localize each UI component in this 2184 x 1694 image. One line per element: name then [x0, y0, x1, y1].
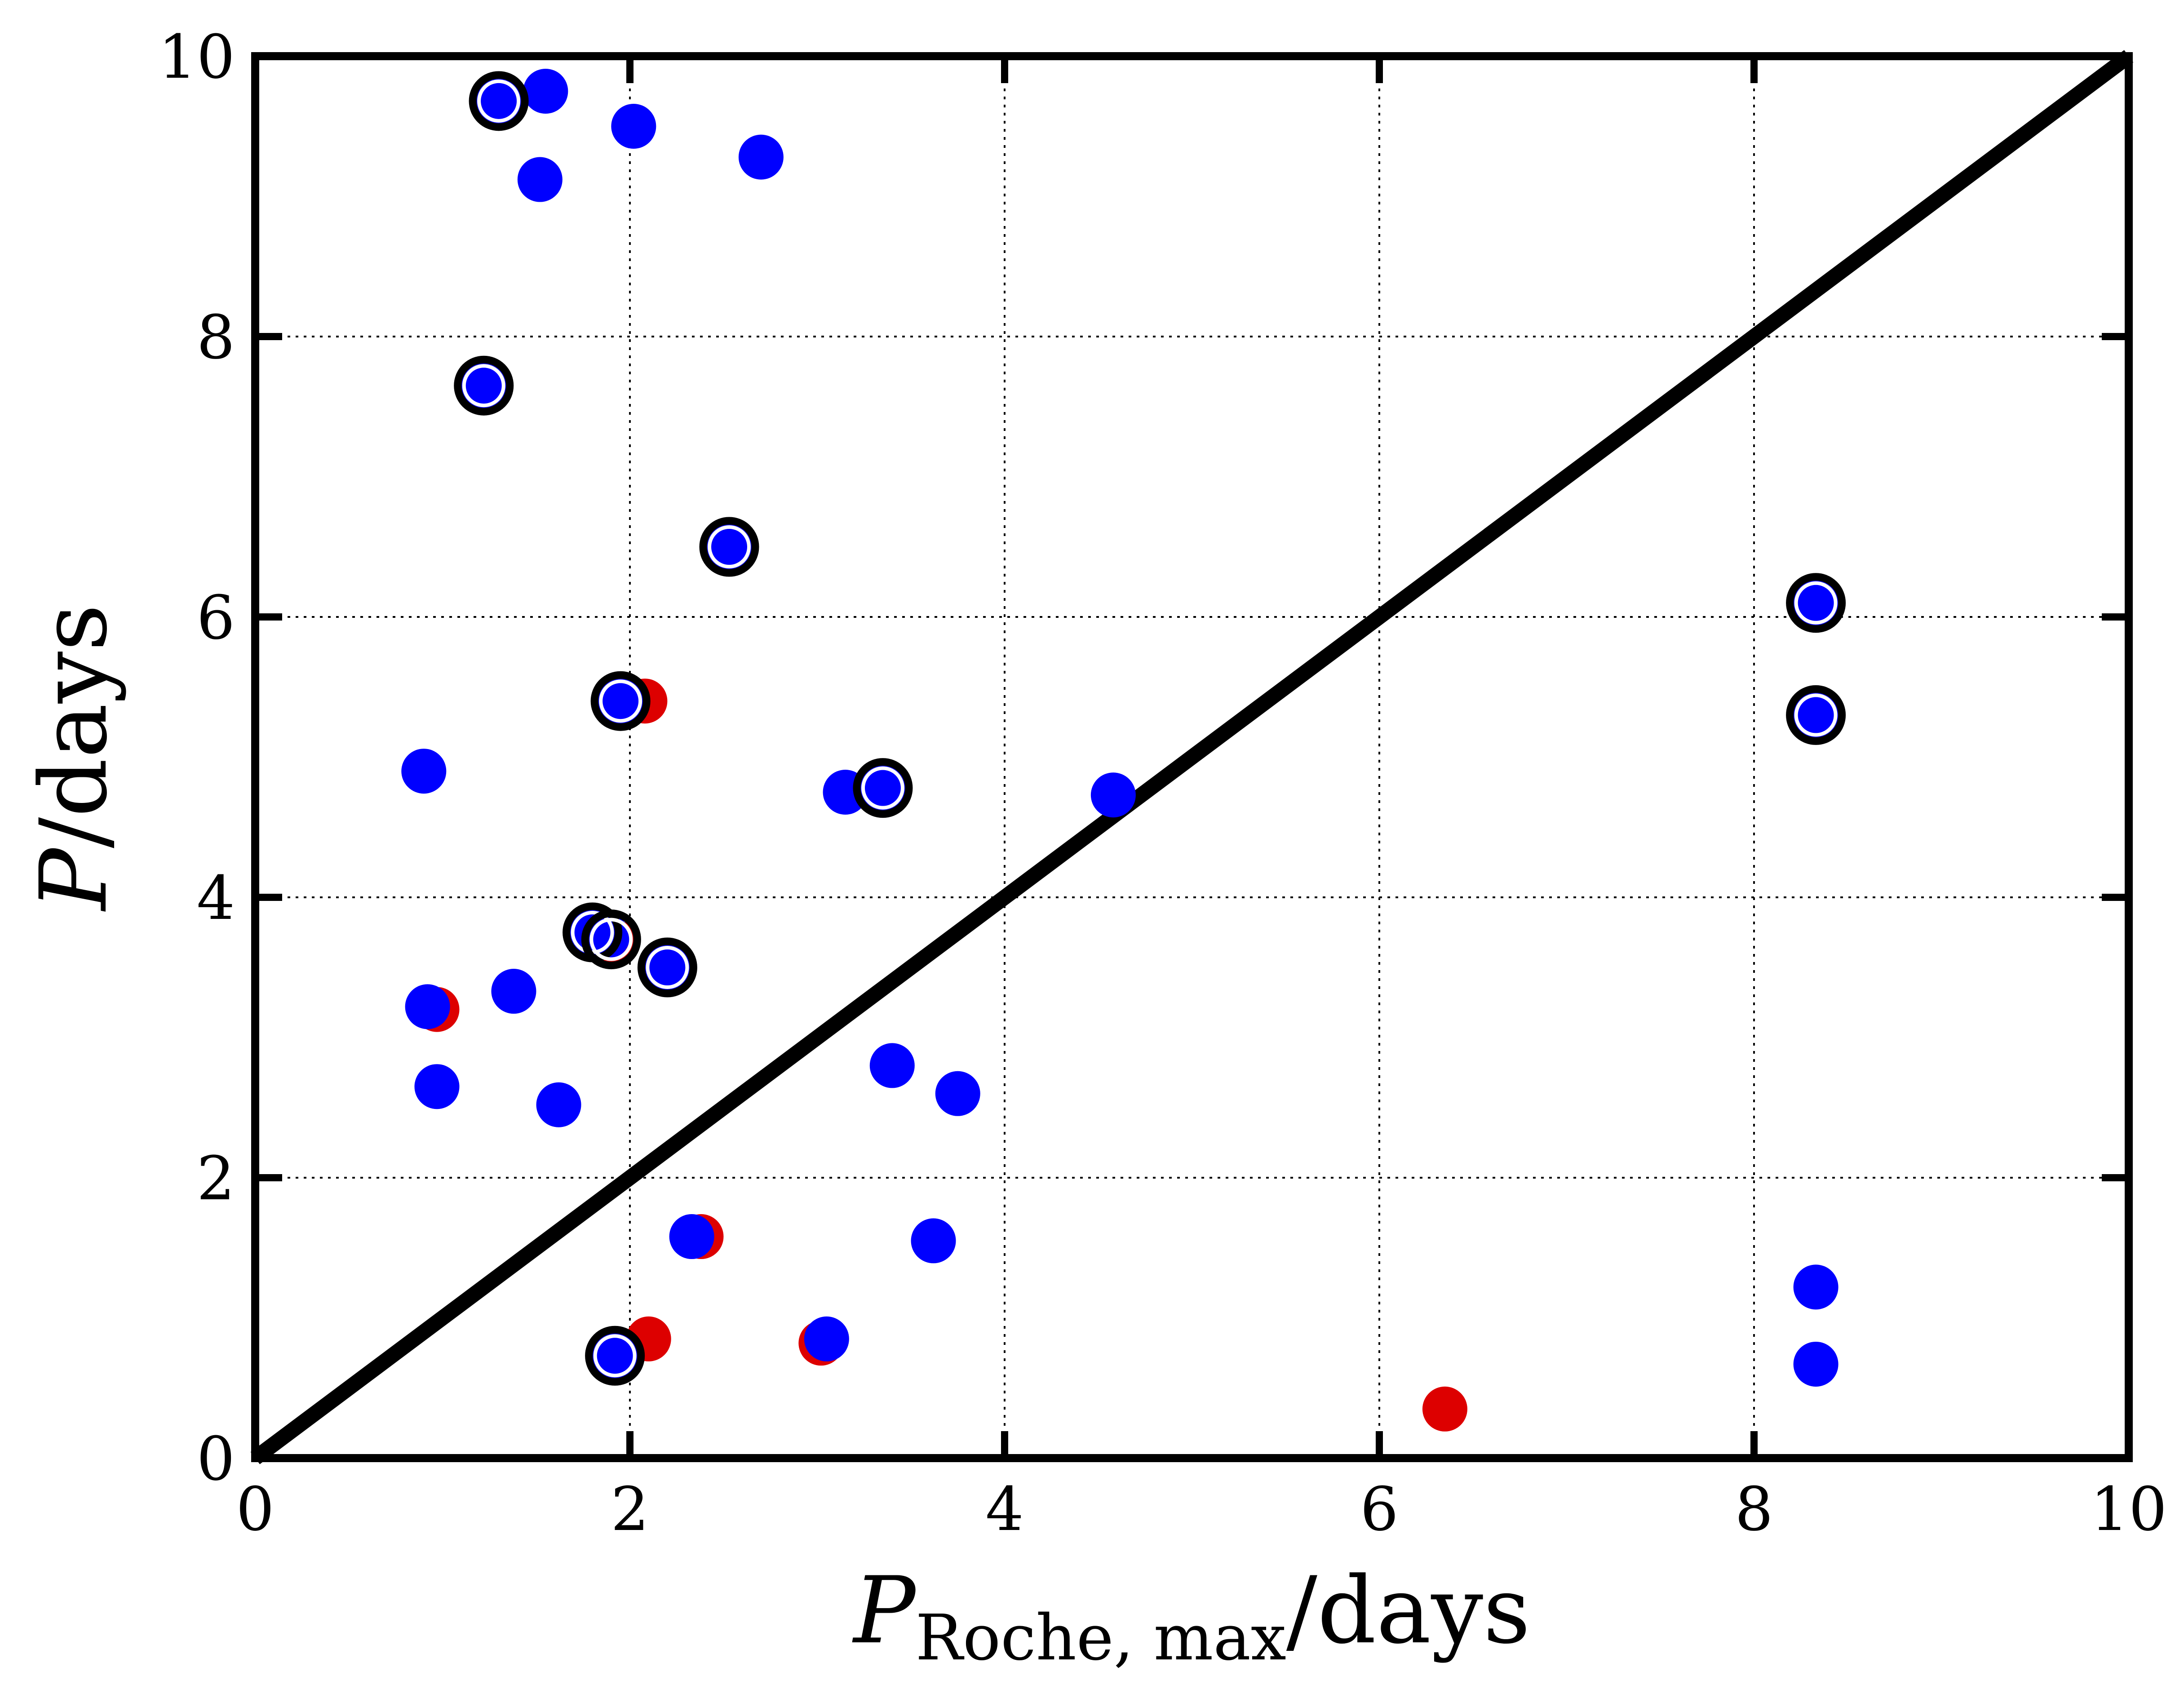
ring-marker	[454, 355, 514, 416]
ring-marker-inner	[1794, 693, 1838, 737]
data-point	[935, 1071, 980, 1116]
x-tick-label: 6	[1360, 1474, 1398, 1544]
data-point	[1793, 692, 1838, 738]
x-tick-label: 0	[236, 1474, 274, 1544]
reference-line-y-equals-x	[250, 50, 2134, 1464]
x-tick-label: 10	[2091, 1474, 2167, 1544]
data-point	[645, 945, 690, 990]
data-point	[911, 1218, 956, 1264]
ring-marker	[853, 758, 913, 818]
data-point	[414, 1064, 460, 1109]
data-point	[1422, 1386, 1467, 1432]
data-point	[1793, 580, 1838, 625]
y-tick-label: 10	[158, 22, 235, 92]
ring-marker	[469, 71, 529, 131]
plot-frame	[251, 52, 2133, 1462]
y-tick-label: 8	[197, 302, 235, 373]
x-tick-labels: 0 2 4 6 8 10	[236, 1474, 2167, 1544]
ring-marker-inner	[1794, 581, 1838, 625]
data-point	[476, 78, 522, 124]
data-point	[523, 69, 568, 114]
data-point	[738, 134, 784, 180]
y-tick-labels: 0 2 4 6 8 10	[158, 22, 235, 1494]
ring-marker	[699, 517, 759, 577]
data-point	[461, 363, 506, 408]
ring-marker	[637, 937, 697, 998]
data-point	[598, 678, 643, 724]
data-point	[1793, 1264, 1838, 1310]
ring-marker	[1786, 685, 1846, 745]
y-axis-title: P/days	[21, 604, 128, 912]
ring-marker	[581, 909, 641, 970]
data-point	[611, 104, 656, 149]
ring-marker	[590, 671, 651, 731]
data-point	[401, 749, 447, 794]
data-point	[405, 984, 450, 1029]
ring-marker-inner	[477, 79, 521, 123]
ring-marker-inner	[462, 364, 505, 408]
ring-marker-inner	[646, 946, 689, 989]
data-point	[592, 1333, 638, 1379]
x-axis-title: PRoche, max/days	[852, 1557, 1531, 1675]
data-point	[804, 1316, 849, 1361]
ring-marker-inner	[708, 525, 751, 568]
data-point	[869, 1043, 915, 1088]
data-point	[669, 1214, 714, 1259]
data-point	[707, 524, 752, 569]
axis-ticks	[252, 53, 2132, 1462]
data-point	[517, 157, 563, 202]
data-point	[491, 969, 536, 1014]
ring-marker-inner	[861, 766, 904, 810]
data-point	[860, 765, 905, 811]
x-tick-label: 2	[611, 1474, 649, 1544]
ring-marker	[1786, 573, 1846, 633]
data-points	[401, 69, 1846, 1432]
data-point	[1793, 1341, 1838, 1387]
ring-marker-inner	[599, 679, 642, 723]
y-tick-label: 2	[197, 1144, 235, 1214]
ring-marker-inner	[589, 918, 633, 961]
y-tick-label: 0	[197, 1424, 235, 1494]
ring-marker	[585, 1326, 645, 1386]
y-tick-label: 4	[197, 863, 235, 933]
data-point	[1090, 772, 1136, 818]
data-point	[536, 1082, 581, 1127]
x-tick-label: 4	[985, 1474, 1023, 1544]
x-tick-label: 8	[1735, 1474, 1773, 1544]
ring-marker-inner	[593, 1334, 637, 1378]
y-tick-label: 6	[197, 583, 235, 653]
